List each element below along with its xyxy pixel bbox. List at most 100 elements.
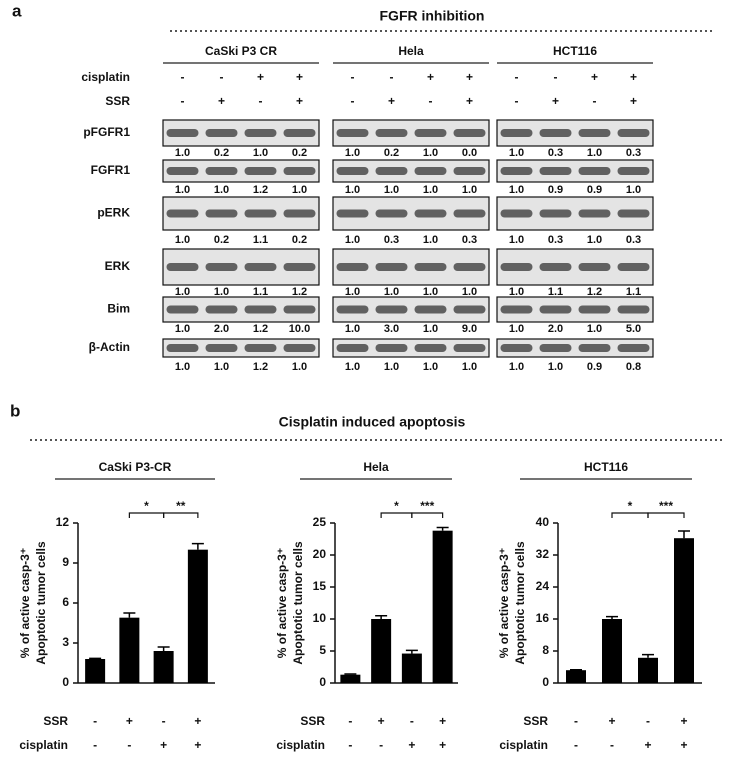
condition-sign: + — [439, 738, 446, 752]
y-axis-label: % of active casp-3⁺ — [497, 548, 511, 658]
panel-label: b — [10, 401, 20, 420]
band — [539, 344, 572, 352]
quant-label: 1.0 — [214, 361, 229, 373]
band — [453, 344, 486, 352]
y-tick-label: 6 — [62, 595, 69, 609]
bar — [638, 657, 658, 683]
quant-label: 0.2 — [292, 147, 307, 159]
significance-bracket — [411, 512, 444, 518]
band — [336, 344, 369, 352]
condition-sign: - — [348, 738, 352, 752]
y-axis-label: Apoptotic tumor cells — [513, 541, 527, 665]
condition-sign: - — [93, 714, 97, 728]
group-label: HCT116 — [553, 44, 597, 58]
condition-sign: - — [351, 70, 355, 84]
condition-sign: + — [552, 94, 559, 108]
condition-sign: - — [351, 94, 355, 108]
band — [414, 344, 447, 352]
quant-label: 1.0 — [509, 323, 524, 335]
condition-sign: + — [608, 714, 615, 728]
band — [414, 209, 447, 218]
band — [166, 129, 199, 137]
band — [166, 263, 199, 271]
condition-sign: - — [574, 714, 578, 728]
quant-label: 1.0 — [345, 184, 360, 196]
band — [578, 344, 611, 352]
band — [500, 305, 533, 314]
band — [336, 167, 369, 175]
quant-label: 1.0 — [345, 361, 360, 373]
band — [617, 263, 650, 271]
condition-sign: - — [348, 714, 352, 728]
y-tick-label: 0 — [62, 675, 69, 689]
condition-sign: - — [410, 714, 414, 728]
band — [205, 167, 238, 175]
condition-sign: - — [259, 94, 263, 108]
significance-label: *** — [659, 499, 673, 513]
quant-label: 0.2 — [384, 147, 399, 159]
panel-title: Cisplatin induced apoptosis — [279, 414, 466, 430]
significance-bracket — [163, 512, 199, 518]
condition-sign: + — [296, 94, 303, 108]
band — [453, 167, 486, 175]
quant-label: 1.0 — [175, 234, 190, 246]
y-tick-label: 25 — [313, 515, 327, 529]
band — [283, 129, 316, 137]
band — [617, 129, 650, 137]
blot-label: ERK — [105, 259, 131, 273]
y-tick-label: 9 — [62, 555, 69, 569]
bar — [674, 538, 694, 683]
quant-label: 1.0 — [345, 323, 360, 335]
condition-label: cisplatin — [81, 70, 130, 84]
condition-label: SSR — [523, 714, 548, 728]
condition-sign: - — [127, 738, 131, 752]
band — [539, 305, 572, 314]
chart-title: Hela — [363, 460, 389, 474]
y-tick-label: 0 — [542, 675, 549, 689]
y-tick-label: 0 — [319, 675, 326, 689]
panel-title: FGFR inhibition — [380, 8, 485, 24]
band — [578, 305, 611, 314]
quant-label: 1.0 — [175, 184, 190, 196]
y-tick-label: 5 — [319, 643, 326, 657]
y-axis-label: % of active casp-3⁺ — [275, 548, 289, 658]
band — [375, 129, 408, 137]
condition-sign: - — [515, 70, 519, 84]
band — [414, 129, 447, 137]
bar — [153, 651, 174, 683]
condition-sign: + — [466, 94, 473, 108]
quant-label: 0.9 — [548, 184, 563, 196]
band — [500, 129, 533, 137]
significance-label: * — [394, 499, 399, 513]
band — [375, 209, 408, 218]
band — [500, 344, 533, 352]
band — [414, 263, 447, 271]
error-bar — [642, 653, 654, 658]
band — [205, 129, 238, 137]
band — [578, 129, 611, 137]
y-tick-label: 3 — [62, 635, 69, 649]
y-tick-label: 16 — [536, 611, 550, 625]
quant-label: 1.0 — [214, 286, 229, 298]
group-label: CaSki P3 CR — [205, 44, 277, 58]
quant-label: 1.0 — [509, 184, 524, 196]
condition-sign: - — [429, 94, 433, 108]
condition-sign: + — [427, 70, 434, 84]
quant-label: 1.0 — [423, 147, 438, 159]
quant-label: 1.0 — [175, 361, 190, 373]
quant-label: 1.0 — [345, 147, 360, 159]
error-bar — [123, 612, 136, 618]
group-label: Hela — [398, 44, 424, 58]
band — [500, 167, 533, 175]
quant-label: 1.0 — [175, 147, 190, 159]
quant-label: 1.0 — [423, 361, 438, 373]
band — [375, 305, 408, 314]
bar — [119, 617, 140, 683]
quant-label: 0.0 — [462, 147, 477, 159]
condition-sign: - — [646, 714, 650, 728]
condition-sign: + — [126, 714, 133, 728]
band — [166, 209, 199, 218]
quant-label: 2.0 — [548, 323, 563, 335]
